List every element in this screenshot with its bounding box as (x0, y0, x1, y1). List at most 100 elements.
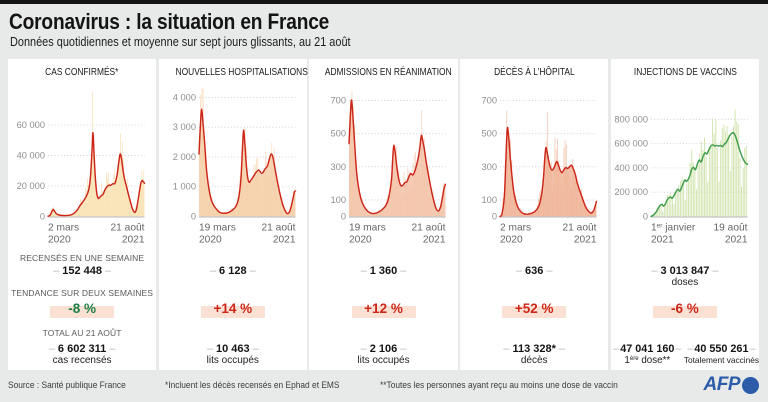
stat-label-total: TOTAL AU 21 AOÛT (42, 328, 122, 338)
svg-text:0: 0 (492, 212, 497, 222)
footer: Source : Santé publique France *Incluent… (0, 370, 768, 402)
svg-text:2020: 2020 (199, 235, 222, 246)
chart-cas-confirmes: 20 000 40 000 60 000 0 2 mars 2020 21 août 2021 (8, 85, 156, 255)
panel-title: CAS CONFIRMÉS* (45, 66, 119, 78)
fully-vaccinated-label: Totalement vaccinés (683, 355, 760, 365)
svg-text:60 000: 60 000 (17, 120, 45, 130)
svg-text:2021: 2021 (651, 235, 674, 246)
trend-pill (502, 306, 567, 318)
svg-text:21 août: 21 août (261, 223, 295, 234)
panels-row: CAS CONFIRMÉS* 20 000 40 000 60 000 0 2 mars… (8, 59, 760, 370)
footer-note-2: **Toutes les personnes ayant reçu au moi… (380, 380, 618, 390)
week-value: –3 013 847– (651, 265, 719, 277)
svg-text:700: 700 (331, 96, 347, 106)
svg-text:100: 100 (331, 195, 347, 205)
panel-cas-confirmes: CAS CONFIRMÉS* 20 000 40 000 60 000 0 2 mars… (8, 59, 157, 370)
footer-source: Source : Santé publique France (8, 380, 126, 390)
panel-deces: DÉCÈS À L’HÔPITAL 100 300 500 700 0 2 mars 202… (460, 59, 609, 370)
svg-text:0: 0 (191, 212, 196, 222)
svg-text:1er janvier: 1er janvier (651, 223, 696, 234)
trend-value: -8 % (68, 301, 96, 316)
footer-note-1: *Incluent les décès recensés en Ephad et… (165, 380, 340, 390)
svg-text:0: 0 (40, 212, 45, 222)
trend-pill (351, 306, 416, 318)
svg-text:200 000: 200 000 (614, 187, 648, 197)
week-value: –1 360– (360, 265, 407, 277)
svg-text:2021: 2021 (273, 235, 296, 246)
svg-text:300: 300 (331, 162, 347, 172)
first-dose-label: 1ère dose** (624, 355, 671, 366)
svg-text:600 000: 600 000 (614, 139, 648, 149)
svg-text:700: 700 (482, 96, 498, 106)
chart-deces: 100 300 500 700 0 2 mars 2020 21 août 2021 (460, 85, 608, 255)
svg-text:21 août: 21 août (412, 223, 446, 234)
week-value: –636– (515, 265, 553, 277)
svg-text:100: 100 (482, 195, 498, 205)
trend-pill (652, 306, 717, 318)
panel-title: DÉCÈS À L’HÔPITAL (493, 66, 575, 78)
afp-logo-text: AFP (703, 374, 741, 395)
total-sub: lits occupés (357, 355, 410, 366)
svg-text:20 000: 20 000 (17, 181, 45, 191)
svg-text:2 000: 2 000 (172, 152, 195, 162)
svg-text:2 mars: 2 mars (48, 223, 79, 234)
svg-text:2020: 2020 (500, 235, 523, 246)
total-value: –2 106– (360, 343, 407, 355)
panel-hospitalisations: NOUVELLES HOSPITALISATIONS 1 000 2 000 3 0… (158, 59, 308, 370)
svg-text:2021: 2021 (725, 235, 748, 246)
panel-reanimation: ADMISSIONS EN RÉANIMATION 100 300 500 700 0 1… (309, 59, 458, 370)
total-value: –10 463– (206, 343, 259, 355)
panel-title: INJECTIONS DE VACCINS (633, 66, 737, 78)
svg-text:40 000: 40 000 (17, 151, 45, 161)
svg-text:21 août: 21 août (111, 223, 145, 234)
svg-text:300: 300 (482, 162, 498, 172)
top-accent-bar (0, 0, 768, 4)
panel-title: NOUVELLES HOSPITALISATIONS (175, 66, 308, 78)
panel-vaccins: INJECTIONS DE VACCINS 200 000 400 000 600 … (610, 59, 760, 370)
stat-label-week: RECENSÉS EN UNE SEMAINE (20, 253, 145, 263)
trend-pill (50, 306, 115, 318)
svg-text:19 mars: 19 mars (199, 223, 236, 234)
panel-title: ADMISSIONS EN RÉANIMATION (325, 66, 453, 78)
svg-text:800 000: 800 000 (614, 114, 648, 124)
total-sub: cas recensés (52, 355, 112, 366)
week-value: –6 128– (209, 265, 256, 277)
trend-value: +12 % (364, 301, 403, 316)
week-sub: doses (671, 277, 699, 288)
total-sub: lits occupés (206, 355, 259, 366)
page-title: Coronavirus : la situation en France (9, 9, 330, 34)
svg-text:2020: 2020 (48, 235, 71, 246)
total-value: –6 602 311– (48, 343, 116, 355)
svg-text:1 000: 1 000 (172, 182, 195, 192)
svg-text:2020: 2020 (349, 235, 372, 246)
chart-hospitalisations: 1 000 2 000 3 000 4 000 0 19 mars 2020 21 août 2… (159, 85, 307, 255)
svg-text:21 août: 21 août (563, 223, 597, 234)
trend-value: -6 % (671, 301, 699, 316)
week-value: –152 448– (53, 265, 112, 277)
vaccine-total-fully: –40 550 261– Totalement vaccinés (683, 343, 760, 365)
svg-text:0: 0 (643, 212, 648, 222)
svg-text:4 000: 4 000 (172, 92, 195, 102)
svg-text:3 000: 3 000 (172, 122, 195, 132)
stat-label-trend: TENDANCE SUR DEUX SEMAINES (11, 288, 154, 298)
svg-text:2021: 2021 (122, 235, 145, 246)
svg-text:500: 500 (482, 129, 498, 139)
svg-text:19 août: 19 août (713, 223, 747, 234)
total-value: –113 328* – (503, 343, 566, 355)
trend-value: +52 % (514, 301, 554, 316)
svg-text:2021: 2021 (574, 235, 597, 246)
chart-vaccins: 200 000 400 000 600 000 800 000 0 1er janvier… (611, 85, 759, 255)
svg-text:0: 0 (341, 212, 346, 222)
afp-logo-circle (742, 376, 759, 394)
svg-text:2021: 2021 (423, 235, 446, 246)
trend-pill (200, 306, 265, 318)
page-subtitle: Données quotidiennes et moyenne sur sept… (10, 34, 351, 49)
svg-text:19 mars: 19 mars (349, 223, 386, 234)
svg-text:2 mars: 2 mars (500, 223, 531, 234)
vaccine-total-first-dose: –47 041 160– 1ère dose** (611, 343, 684, 366)
trend-value: +14 % (213, 301, 253, 316)
chart-reanimation: 100 300 500 700 0 19 mars 2020 21 août 2021 (309, 85, 457, 255)
svg-text:500: 500 (331, 129, 347, 139)
vaccine-totals: –47 041 160– 1ère dose** –40 550 261– To… (611, 343, 759, 366)
total-sub: décès (520, 355, 548, 366)
